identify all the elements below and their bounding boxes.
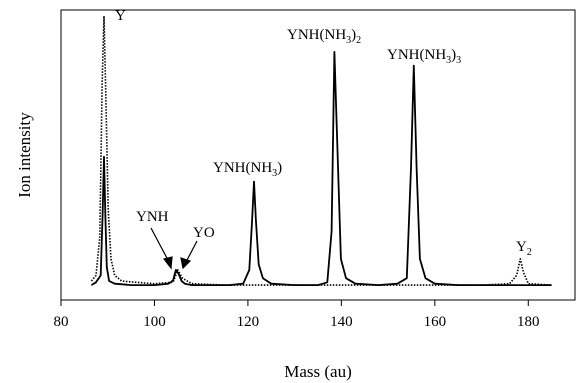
x-tick-label: 100	[143, 314, 166, 330]
label-YNH-NH3-2: YNH(NH3)2	[287, 27, 361, 46]
x-axis-ticks: 80 100 120 140 160 180	[54, 300, 540, 330]
label-YNH-NH3-3: YNH(NH3)3	[387, 47, 461, 66]
label-Y: Y	[115, 8, 126, 24]
x-tick-label: 160	[424, 314, 447, 330]
series-layer	[90, 15, 552, 287]
arrow-YNH	[150, 227, 170, 263]
label-YNH-NH3: YNH(NH3)	[213, 160, 282, 179]
y-axis-title: Ion intensity	[15, 112, 34, 198]
arrow-YO	[185, 240, 198, 263]
label-Y2: Y2	[516, 239, 532, 258]
x-tick-label: 80	[54, 314, 69, 330]
x-tick-label: 140	[330, 314, 353, 330]
annotation-arrows	[150, 227, 198, 270]
x-axis-title: Mass (au)	[284, 362, 352, 381]
plot-frame	[60, 9, 576, 301]
peak-labels: Y YNH YO YNH(NH3) YNH(NH3)2 YNH(NH3)3 Y2	[115, 8, 532, 258]
series-dotted-line	[90, 15, 552, 286]
x-tick-label: 120	[237, 314, 260, 330]
label-YNH: YNH	[136, 209, 169, 225]
x-tick-label: 180	[517, 314, 540, 330]
arrow-YO-head	[180, 257, 192, 270]
label-YO: YO	[193, 225, 215, 241]
arrow-YNH-head	[162, 256, 173, 270]
series-solid-line	[90, 51, 552, 287]
